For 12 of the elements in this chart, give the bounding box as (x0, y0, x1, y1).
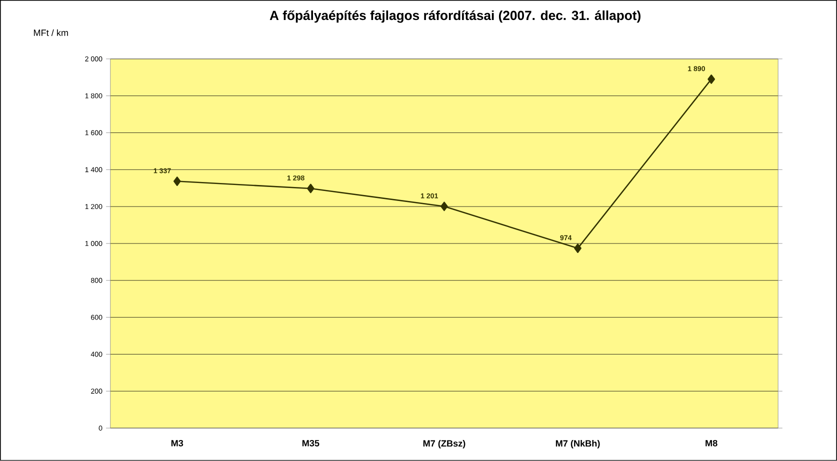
x-tick-label: M8 (706, 440, 718, 447)
point (574, 244, 582, 254)
point (173, 176, 181, 186)
y-axis-title: MFt / km (34, 29, 68, 36)
x-tick-label: M35 (302, 440, 320, 447)
point (440, 202, 448, 212)
x-tick-label: M7 (ZBsz) (423, 440, 466, 449)
point (708, 74, 715, 84)
x-tick-label: M3 (171, 440, 184, 447)
point (306, 184, 314, 194)
chart-title: A főpályaépítés fajlagos ráfordításai (2007. dec. 31. állapot) (270, 10, 640, 23)
x-tick-label: M7 (NkBh) (556, 440, 600, 449)
